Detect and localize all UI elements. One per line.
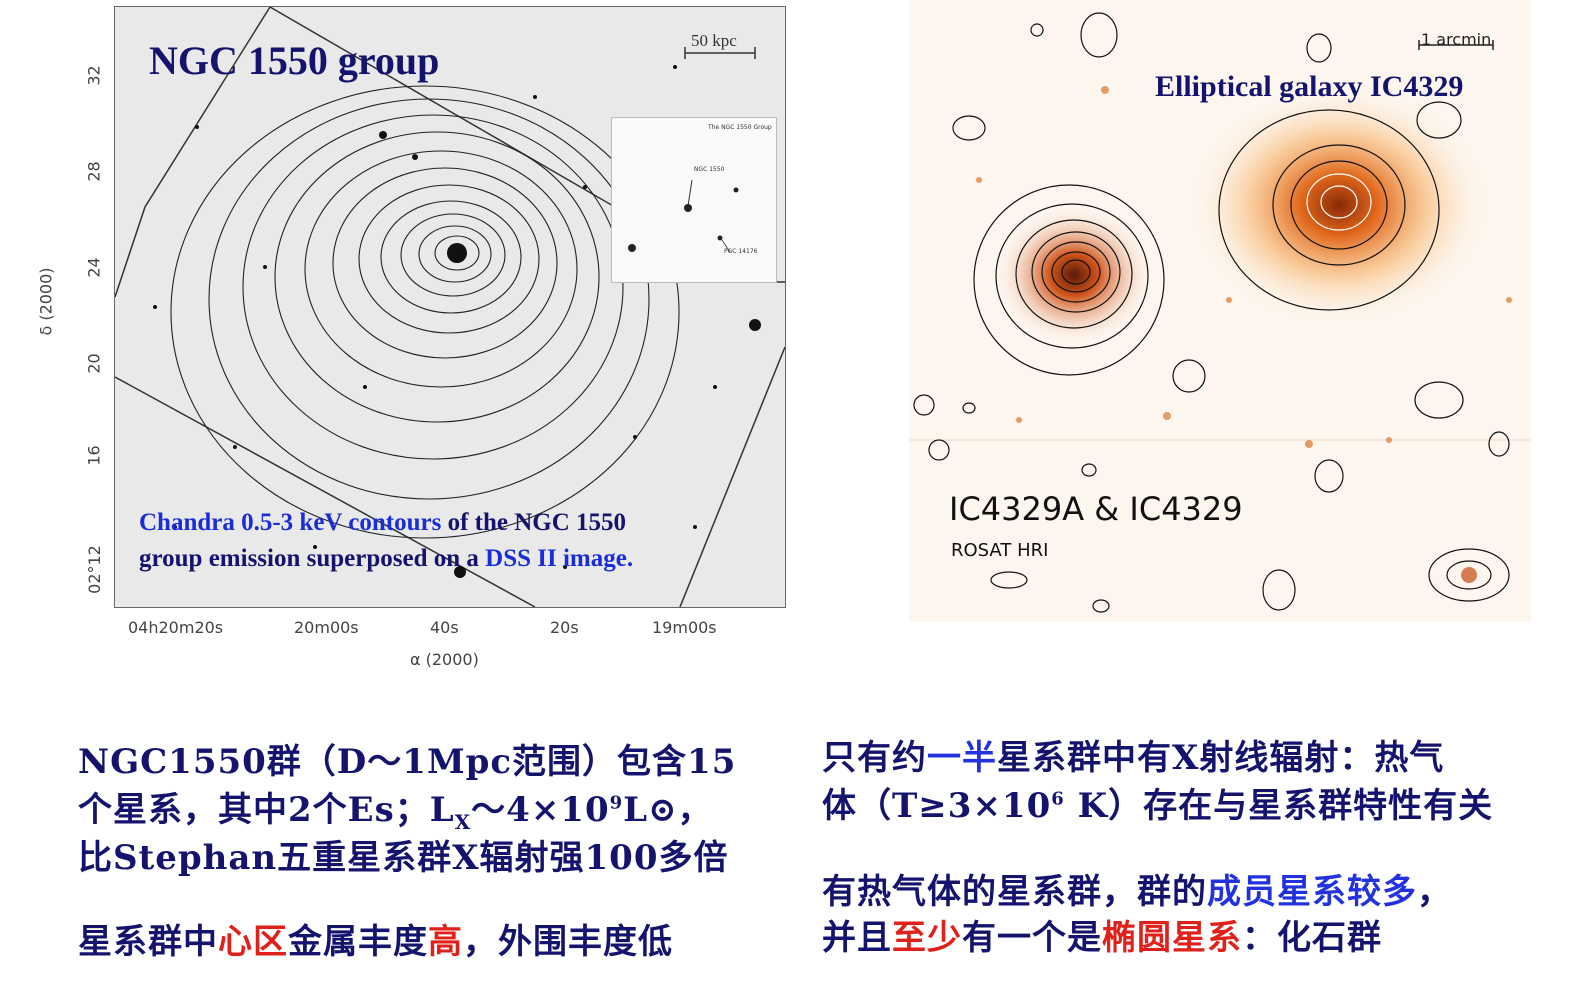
inset-label-pgc: PGC 14176 [724,248,758,255]
text-line: 只有约一半星系群中有X射线辐射：热气 [822,738,1445,778]
x-axis-label: α (2000) [410,650,479,669]
ngc1550-image: NGC 1550 group 50 kpc The NGC 1550 Group… [114,6,786,608]
text-line: 并且至少有一个是椭圆星系：化石群 [822,918,1382,958]
figure-title: Elliptical galaxy IC4329 [1155,70,1464,103]
text-line: 有热气体的星系群，群的成员星系较多， [822,872,1452,912]
figure-title: NGC 1550 group [149,38,440,83]
scale-label: 50 kpc [691,31,737,50]
text-line: 个星系，其中2个Es；LX～4×109L⊙， [78,790,713,834]
y-tick: 16 [84,445,104,466]
object-label: IC4329A & IC4329 [949,490,1243,528]
right-figure: 1 arcmin Elliptical galaxy IC4329 IC4329… [909,0,1531,622]
ic4329-image [909,12,1531,613]
x-tick: 19m00s [652,618,717,637]
left-figure: NGC 1550 group 50 kpc The NGC 1550 Group… [0,0,800,690]
y-tick: 32 [84,65,104,86]
scale-label: 1 arcmin [1421,30,1492,49]
y-axis-label: δ (2000) [36,267,56,336]
x-tick: 04h20m20s [128,618,224,637]
inset-label-top: The NGC 1550 Group [708,124,772,131]
text-line: 体（T≥3×106 K）存在与星系群特性有关 [822,786,1494,826]
instrument-label: ROSAT HRI [951,540,1049,561]
y-tick: 28 [84,161,104,182]
inset-label-ngc: NGC 1550 [694,166,725,173]
text-line: NGC1550群（D～1Mpc范围）包含15 [78,742,737,782]
x-tick: 40s [430,618,459,637]
y-tick: 02°12 [84,545,104,594]
x-tick: 20s [550,618,579,637]
y-tick: 20 [84,353,104,374]
x-tick: 20m00s [294,618,359,637]
y-tick: 24 [84,257,104,278]
text-line: 比Stephan五重星系群X辐射强100多倍 [78,838,729,878]
text-line: 星系群中心区金属丰度高，外围丰度低 [78,922,673,962]
figure-caption: Chandra 0.5-3 keV contours of the NGC 15… [139,509,634,572]
contour-map [115,7,785,607]
inset-image: The NGC 1550 Group NGC 1550 PGC 14176 [611,117,777,283]
